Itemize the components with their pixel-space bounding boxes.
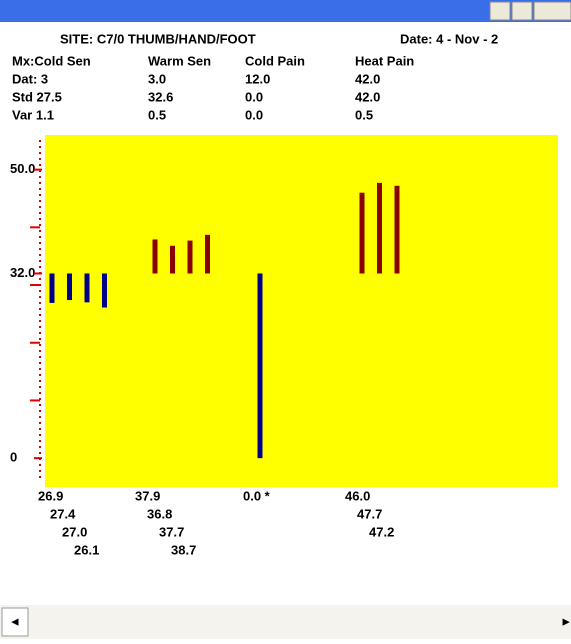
header-date: Date: 4 - Nov - 2 xyxy=(400,31,498,46)
value-label: 36.8 xyxy=(147,506,172,521)
y-tick-label: 32.0 xyxy=(10,265,35,280)
table-cell: 0.0 xyxy=(245,107,263,122)
header-title: SITE: C7/0 THUMB/HAND/FOOT xyxy=(60,31,256,46)
table-cell: Std 27.5 xyxy=(12,89,62,104)
plot-area xyxy=(45,135,558,487)
value-label: 46.0 xyxy=(345,488,370,503)
bar xyxy=(187,240,193,274)
bar xyxy=(170,245,175,274)
value-label: 47.2 xyxy=(369,524,394,539)
table-cell: 42.0 xyxy=(355,71,380,86)
scroll-left-arrow: ◂ xyxy=(11,613,19,628)
table-cell: Dat: 3 xyxy=(12,71,48,86)
bar xyxy=(359,192,365,274)
scroll-left[interactable] xyxy=(1,607,29,637)
table-cell: 0.5 xyxy=(148,107,166,122)
bar xyxy=(102,273,107,308)
table-cell: 0.5 xyxy=(355,107,373,122)
value-label: 38.7 xyxy=(171,542,196,557)
bar xyxy=(377,182,382,274)
bar xyxy=(205,234,210,274)
bar xyxy=(67,273,72,301)
scroll-right-arrow[interactable]: ▸ xyxy=(562,613,571,628)
title-bar xyxy=(0,0,571,22)
value-label: 37.9 xyxy=(135,488,160,503)
value-label: 27.4 xyxy=(50,506,76,521)
table-cell: 0.0 xyxy=(245,89,263,104)
bar xyxy=(152,239,158,274)
value-label: 0.0 * xyxy=(243,488,271,503)
table-cell: 3.0 xyxy=(148,71,166,86)
table-cell: 12.0 xyxy=(245,71,270,86)
column-header: Warm Sen xyxy=(148,53,211,68)
bar xyxy=(394,185,400,274)
value-label: 27.0 xyxy=(62,524,87,539)
value-label: 26.9 xyxy=(38,488,63,503)
value-label: 37.7 xyxy=(159,524,184,539)
table-cell: Var 1.1 xyxy=(12,107,54,122)
value-label: 26.1 xyxy=(74,542,99,557)
y-tick-label: 50.0 xyxy=(10,161,35,176)
bar xyxy=(257,273,263,459)
table-cell: 32.6 xyxy=(148,89,173,104)
scrollbar xyxy=(0,605,571,639)
table-cell: 42.0 xyxy=(355,89,380,104)
bar xyxy=(49,273,55,303)
maximize-button[interactable] xyxy=(511,1,533,21)
minimize-button[interactable] xyxy=(489,1,511,21)
column-header: Heat Pain xyxy=(355,53,414,68)
bar xyxy=(84,273,90,303)
column-header: Cold Pain xyxy=(245,53,305,68)
column-header: Mx:Cold Sen xyxy=(12,53,91,68)
y-tick-label: 0 xyxy=(10,450,17,465)
close-button[interactable] xyxy=(533,1,571,21)
value-label: 47.7 xyxy=(357,506,382,521)
